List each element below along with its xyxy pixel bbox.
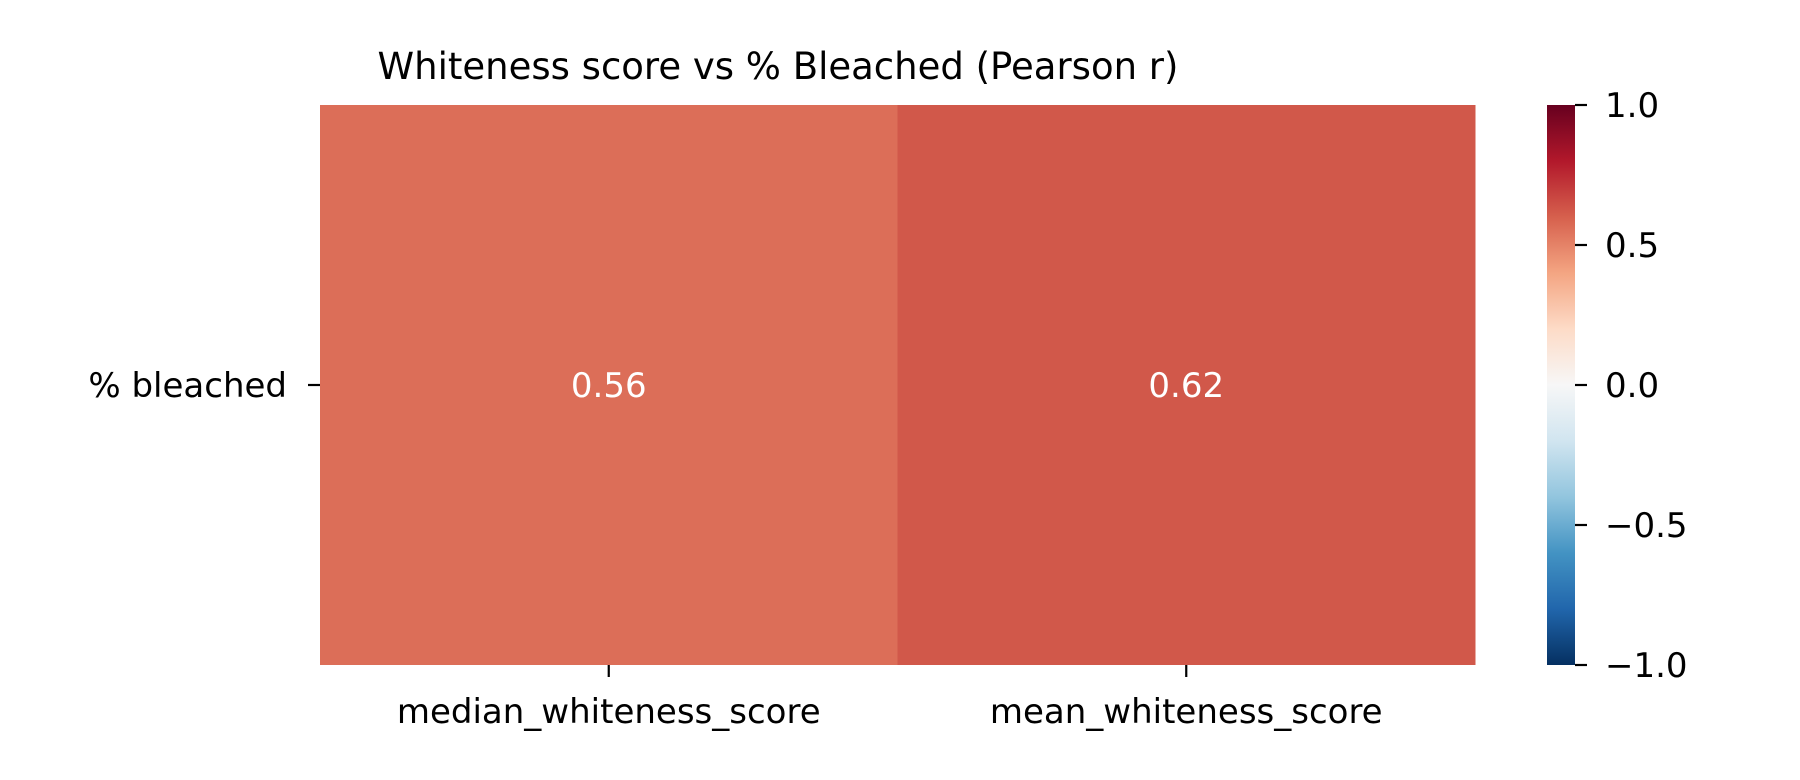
colorbar: 1.0 0.5 0.0 −0.5 −1.0 (1547, 86, 1688, 686)
heatmap-cell (320, 105, 898, 665)
x-tick-label: median_whiteness_score (397, 692, 821, 732)
x-tick-label: mean_whiteness_score (990, 692, 1383, 732)
colorbar-tick-label: 1.0 (1605, 86, 1659, 126)
colorbar-tick-label: −1.0 (1605, 646, 1688, 686)
heatmap-cell (897, 105, 1476, 665)
chart-title: Whiteness score vs % Bleached (Pearson r… (378, 45, 1179, 88)
heatmap-cell-value: 0.62 (1148, 366, 1224, 406)
colorbar-tick-label: 0.0 (1605, 366, 1659, 406)
heatmap-cell-value: 0.56 (571, 366, 647, 406)
y-tick-label: % bleached (88, 366, 287, 406)
colorbar-ticks: 1.0 0.5 0.0 −0.5 −1.0 (1575, 86, 1688, 686)
heatmap-cells (320, 105, 1476, 665)
colorbar-gradient (1547, 105, 1575, 665)
colorbar-tick-label: −0.5 (1605, 506, 1688, 546)
colorbar-tick-label: 0.5 (1605, 226, 1659, 266)
y-axis: % bleached (88, 366, 320, 406)
x-axis: median_whiteness_score mean_whiteness_sco… (397, 665, 1383, 732)
heatmap-cell-labels: 0.56 0.62 (571, 366, 1224, 406)
